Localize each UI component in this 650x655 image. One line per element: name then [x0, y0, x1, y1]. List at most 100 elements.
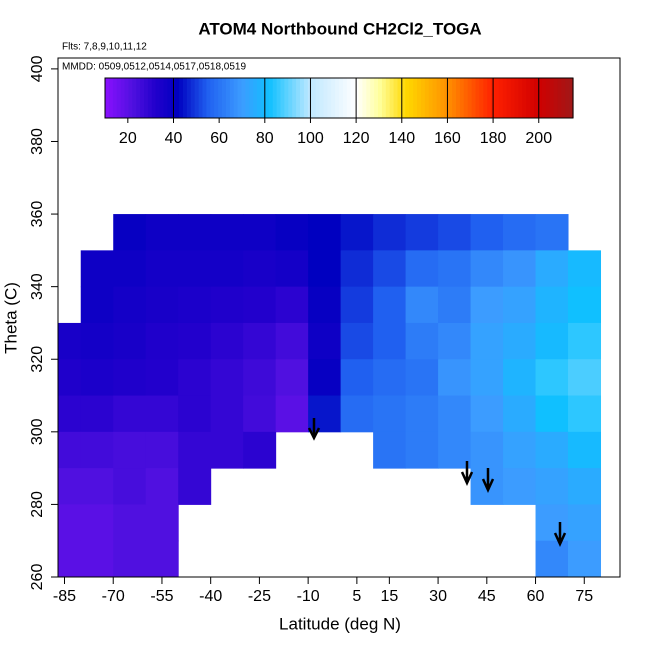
x-axis-label: Latitude (deg N) [279, 614, 401, 633]
cell [178, 322, 212, 360]
cell [113, 250, 147, 288]
colorbar-step [436, 78, 441, 118]
cell [243, 322, 277, 360]
colorbar-step [479, 78, 484, 118]
cell [373, 322, 407, 360]
x-tick-label: 30 [429, 588, 447, 605]
y-tick-label: 300 [29, 418, 46, 445]
colorbar-tick-label: 20 [119, 130, 137, 147]
y-tick-label: 380 [29, 128, 46, 155]
colorbar-step [280, 78, 285, 118]
cell [210, 286, 244, 324]
colorbar-step [319, 78, 324, 118]
colorbar-step [444, 78, 449, 118]
colorbar-step [409, 78, 414, 118]
colorbar-step [124, 78, 129, 118]
colorbar-tick-label: 80 [256, 130, 274, 147]
cell [145, 468, 179, 505]
cell [58, 504, 82, 542]
cell [210, 214, 244, 251]
colorbar-step [385, 78, 391, 118]
cell [470, 250, 504, 288]
colorbar-step [136, 78, 141, 118]
cell [405, 214, 439, 251]
colorbar-step [541, 78, 547, 118]
cell [178, 286, 212, 324]
x-tick-label: 45 [478, 588, 496, 605]
cell [113, 395, 147, 433]
colorbar-step [366, 78, 371, 118]
cell [340, 250, 374, 288]
colorbar-step [128, 78, 133, 118]
cell [470, 359, 504, 397]
colorbar-tick-label: 160 [434, 130, 461, 147]
cell [438, 286, 472, 324]
colorbar-step [358, 78, 363, 118]
cell [80, 395, 114, 433]
cell [178, 214, 212, 251]
colorbar-step [432, 78, 438, 118]
colorbar-step [534, 78, 539, 118]
cell [275, 395, 309, 433]
colorbar-step [569, 78, 574, 118]
colorbar-tick-label: 120 [343, 130, 370, 147]
cell [80, 322, 114, 360]
colorbar-step [530, 78, 535, 118]
x-tick-label: -55 [150, 588, 173, 605]
colorbar-step [561, 78, 566, 118]
colorbar-tick-label: 40 [165, 130, 183, 147]
cell [373, 214, 407, 251]
cell [405, 322, 439, 360]
cell [568, 250, 602, 288]
cell [535, 322, 569, 360]
colorbar-step [179, 78, 184, 118]
cell [438, 431, 472, 469]
x-tick-label: -25 [248, 588, 271, 605]
y-tick-label: 260 [29, 564, 46, 591]
colorbar: 20 40 60 80 100 120 140 160 180 200 [104, 77, 574, 147]
colorbar-step [120, 78, 126, 118]
cell [373, 395, 407, 433]
colorbar-step [264, 78, 270, 118]
cell [438, 250, 472, 288]
cell [373, 286, 407, 324]
colorbar-step [553, 78, 558, 118]
colorbar-step [393, 78, 399, 118]
colorbar-step [467, 78, 473, 118]
cell [113, 214, 147, 251]
colorbar-step [155, 78, 161, 118]
cell [470, 286, 504, 324]
cell [275, 214, 309, 251]
cell [113, 322, 147, 360]
colorbar-step [296, 78, 301, 118]
cell [243, 395, 277, 433]
y-tick-label: 400 [29, 55, 46, 82]
colorbar-step [190, 78, 196, 118]
cell [243, 250, 277, 288]
cell [535, 468, 569, 505]
x-tick-label: -85 [53, 588, 76, 605]
cell [145, 540, 179, 577]
cell [80, 359, 114, 397]
colorbar-step [522, 78, 527, 118]
heatmap [58, 214, 602, 577]
plot-frame [57, 57, 621, 578]
cell [438, 322, 472, 360]
colorbar-step [151, 78, 157, 118]
cell [340, 214, 374, 251]
colorbar-step [163, 78, 168, 118]
cell [535, 395, 569, 433]
cell [470, 395, 504, 433]
colorbar-step [346, 78, 352, 118]
colorbar-step [514, 78, 519, 118]
annotation: Flts: 7,8,9,10,11,12 [62, 42, 147, 53]
colorbar-step [350, 78, 356, 118]
cell [243, 359, 277, 397]
colorbar-step [140, 78, 145, 118]
colorbar-step [483, 78, 488, 118]
x-tick-label: -70 [102, 588, 125, 605]
cell [308, 214, 342, 251]
colorbar-step [241, 78, 246, 118]
y-tick-label: 320 [29, 346, 46, 373]
